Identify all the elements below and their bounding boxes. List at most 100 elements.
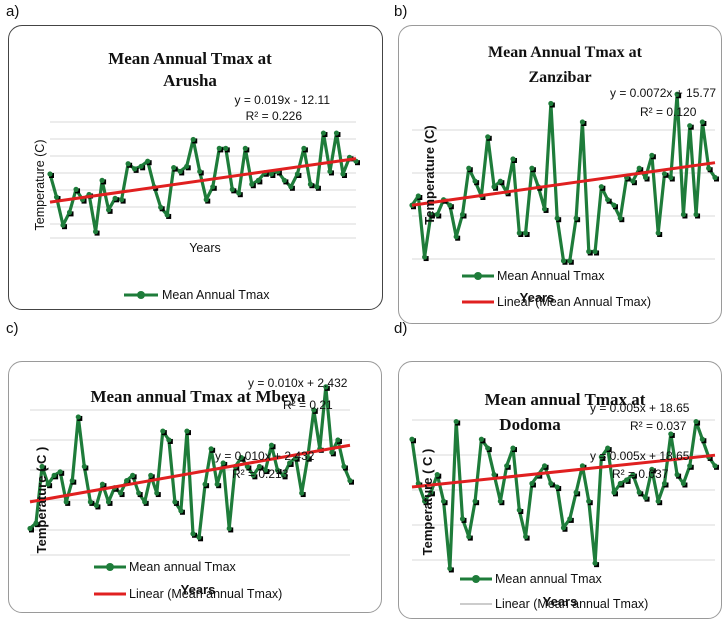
y-axis-label: Temperature ( C ) [420, 449, 435, 556]
data-point [598, 454, 604, 460]
data-point [541, 206, 548, 212]
data-point [256, 463, 263, 470]
data-point [92, 229, 99, 235]
data-point [172, 499, 178, 505]
data-point [184, 428, 190, 434]
legend-series-marker [472, 575, 480, 583]
chart-title-line-1: Mean annual Tmax at [485, 390, 646, 409]
data-point [196, 534, 202, 540]
data-point [453, 234, 459, 240]
data-point [220, 460, 226, 466]
series-line [28, 385, 352, 539]
data-point [244, 463, 250, 470]
legend-series-label: Mean Annual Tmax [162, 288, 270, 302]
data-point [60, 222, 66, 228]
data-point [314, 184, 320, 190]
data-point [642, 495, 649, 501]
x-axis-label: Years [189, 241, 221, 255]
data-point [548, 480, 554, 487]
data-point [548, 100, 554, 107]
data-point [567, 516, 573, 522]
data-point [497, 498, 503, 504]
chart-title-line-1: Mean annual Tmax at Mbeya [90, 387, 306, 406]
chart-title-line-2: Dodoma [499, 415, 561, 434]
data-point [699, 436, 705, 442]
data-point [687, 463, 693, 469]
trend-r-squared-top: R² = 0.037 [630, 419, 687, 433]
data-point [560, 258, 567, 264]
data-point [33, 520, 39, 526]
data-point [142, 499, 148, 505]
data-point [329, 449, 335, 455]
data-point [605, 197, 611, 203]
data-point [699, 119, 705, 125]
data-point [642, 174, 649, 181]
panel-label-b: b) [394, 3, 408, 20]
data-point [288, 184, 294, 190]
data-point [327, 168, 333, 175]
series-line [410, 420, 717, 571]
data-point [178, 508, 184, 514]
series-line [48, 131, 357, 234]
data-point [132, 166, 138, 172]
data-point [347, 478, 353, 484]
chart-title-line-2: Zanzibar [528, 69, 591, 86]
data-point [281, 177, 287, 183]
data-point [453, 418, 459, 425]
panel-label-c: c) [6, 320, 19, 337]
data-point [125, 161, 131, 167]
plot-area-dodoma [409, 418, 719, 573]
data-point [268, 171, 274, 177]
data-point [567, 258, 573, 264]
data-point [510, 156, 516, 162]
data-point [255, 177, 261, 183]
legend-series-label: Mean annual Tmax [495, 572, 603, 586]
data-point [529, 480, 535, 487]
data-point [472, 178, 478, 184]
data-point [99, 177, 105, 183]
data-point [216, 145, 222, 151]
data-point [478, 436, 485, 442]
data-point [333, 130, 340, 136]
plot-area-mbeya [27, 384, 354, 556]
data-point [617, 215, 623, 221]
data-point [680, 211, 687, 218]
data-point [661, 480, 668, 487]
data-point [529, 165, 535, 171]
data-point [573, 215, 579, 221]
data-point [311, 407, 317, 413]
data-point [485, 445, 491, 451]
data-point [485, 134, 491, 140]
y-axis-label: Temperature (C) [422, 125, 437, 224]
data-point [184, 163, 190, 169]
legend-series-marker [106, 563, 114, 571]
y-axis-label: Temperature (C) [33, 140, 47, 231]
panel-label-a: a) [6, 3, 20, 20]
data-point [655, 230, 661, 236]
data-point [523, 230, 529, 236]
data-point [335, 437, 341, 443]
data-point [466, 534, 472, 540]
data-point [166, 437, 172, 443]
x-axis-label: Years [520, 290, 555, 305]
data-point [560, 525, 567, 531]
data-point [504, 463, 510, 469]
data-point [422, 254, 428, 260]
trend-line [411, 453, 716, 489]
data-point [674, 91, 680, 97]
data-point [242, 145, 248, 151]
data-point [434, 472, 440, 478]
data-point [586, 248, 592, 255]
data-point [693, 418, 699, 425]
data-point [299, 490, 305, 496]
data-point [53, 194, 60, 200]
data-point [51, 472, 57, 478]
data-point [440, 498, 447, 504]
data-point [428, 211, 434, 218]
trend-line [29, 443, 351, 504]
data-point [119, 197, 125, 203]
data-point [301, 145, 307, 151]
trend-r-squared: R² = 0.226 [246, 109, 303, 123]
data-point [93, 502, 100, 509]
data-point [177, 168, 183, 175]
